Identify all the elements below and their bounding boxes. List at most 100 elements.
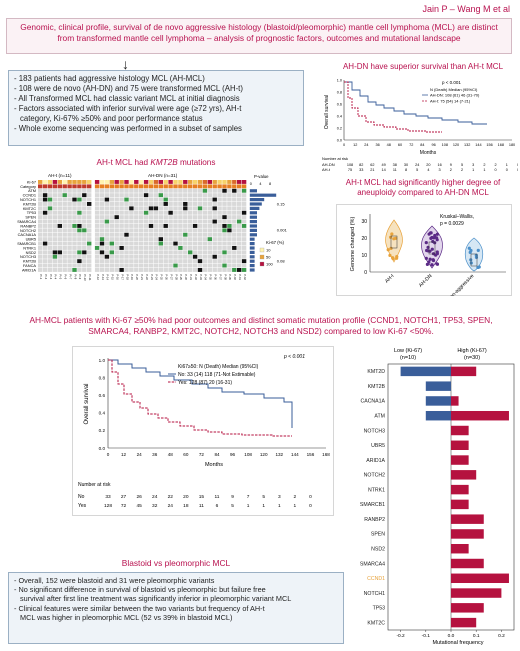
heatmap-cell <box>207 246 212 250</box>
heatmap-cell <box>178 259 183 264</box>
heatmap-cell <box>134 193 139 198</box>
km-top-risk-dn: 49 <box>381 163 385 167</box>
heatmap-cell <box>109 219 114 224</box>
heatmap-cell <box>188 259 193 264</box>
violin-dot <box>469 248 473 253</box>
heatmap-cell <box>124 232 129 237</box>
km-top-risk-dn: 2 <box>495 163 497 167</box>
heatmap-cell <box>114 228 119 233</box>
heatmap-cell <box>212 193 217 198</box>
heatmap-cell <box>143 241 149 246</box>
heatmap-cell <box>173 228 178 233</box>
heatmap-gene-bar <box>249 233 257 237</box>
heatmap-cell <box>94 228 100 233</box>
heatmap-cell <box>202 241 208 246</box>
heatmap-cell <box>67 263 72 268</box>
heatmap-cell <box>134 268 139 272</box>
heatmap-cell <box>47 254 53 259</box>
heatmap-cell <box>52 254 58 259</box>
ki67-title: AH-MCL patients with Ki-67 ≥50% had poor… <box>8 315 514 337</box>
heatmap-cell <box>148 215 154 220</box>
heatmap-cell <box>192 206 198 211</box>
heatmap-cell <box>178 268 183 272</box>
heatmap-cell <box>52 246 58 250</box>
heatmap-row-label: KMT2C <box>23 206 36 211</box>
violin-dot <box>431 239 435 244</box>
km-top-risk-dn: 1 <box>506 163 508 167</box>
heatmap-cell <box>158 232 163 237</box>
heatmap-category-cell <box>67 184 72 189</box>
heatmap-cell <box>207 219 212 224</box>
heatmap-cell <box>148 193 154 198</box>
km-top-risk-t: 0 <box>517 168 518 172</box>
heatmap-row-label: NOTCH1 <box>20 197 36 202</box>
bar-high-ki67 <box>451 543 469 554</box>
summary-box: - 183 patients had aggressive histology … <box>8 70 304 146</box>
km-top-risk-dn-label: AH-DN <box>322 162 335 167</box>
heatmap-cell <box>47 246 53 250</box>
heatmap-cell <box>188 232 193 237</box>
heatmap-cell <box>178 263 183 268</box>
heatmap-cell <box>178 224 183 228</box>
heatmap-cell <box>212 228 217 233</box>
heatmap-cell <box>173 246 178 250</box>
heatmap-cell <box>188 206 193 211</box>
heatmap-patient-id: P-35 <box>209 274 213 280</box>
ki67-title-line1: AH-MCL patients with Ki-67 ≥50% had poor… <box>29 315 493 325</box>
heatmap-cell <box>99 241 105 246</box>
bar-category-label: CCND1 <box>367 576 385 582</box>
km-bottom-risk-title: Number at risk <box>78 482 111 488</box>
heatmap-ki67-cell <box>77 180 82 184</box>
heatmap-cell <box>237 250 242 255</box>
heatmap-cell <box>227 237 232 242</box>
heatmap-cell <box>124 202 129 206</box>
heatmap-cell <box>222 250 227 255</box>
heatmap-cell <box>72 237 77 242</box>
heatmap-cell <box>99 254 105 259</box>
heatmap-cell <box>114 206 119 211</box>
bar-category-label: NOTCH2 <box>364 473 385 479</box>
heatmap-cell <box>109 210 114 215</box>
heatmap-cell <box>192 237 198 242</box>
heatmap-cell <box>227 263 232 268</box>
km-top-risk-t: 1 <box>483 168 485 172</box>
heatmap-patient-id: P-21 <box>140 274 144 280</box>
violin-aht <box>385 219 403 263</box>
heatmap-cell <box>38 197 43 202</box>
heatmap-cell <box>99 215 105 220</box>
heatmap-cell <box>143 237 149 242</box>
km-curve-ki67-no <box>108 359 293 428</box>
heatmap-cell <box>114 268 119 272</box>
heatmap-cell <box>237 206 242 211</box>
heatmap-cell <box>202 215 208 220</box>
heatmap-category-cell <box>42 184 48 189</box>
km-bottom-risk-yes: 128 <box>104 503 112 509</box>
heatmap-cell <box>212 232 217 237</box>
heatmap-cell <box>124 268 129 272</box>
bar-category-label: KMT2B <box>368 384 386 390</box>
summary-item: - Factors associated with inferior survi… <box>14 104 242 113</box>
km-top-risk-t: 2 <box>461 168 463 172</box>
km-top-risk-t: 4 <box>427 168 429 172</box>
heatmap-cell <box>168 206 173 211</box>
heatmap-category-cell <box>192 184 198 189</box>
km-top-xtick: 60 <box>398 143 402 147</box>
heatmap-cell <box>153 263 159 268</box>
heatmap-cell <box>207 241 212 246</box>
km-top-pvalue: p < 0.001 <box>442 80 461 85</box>
km-top-risk-t: 5 <box>416 168 418 172</box>
heatmap-cell <box>134 237 139 242</box>
heatmap-cell <box>134 250 139 255</box>
km-top-xtick: 108 <box>442 143 448 147</box>
heatmap-cell <box>52 202 58 206</box>
heatmap-cell <box>212 188 217 193</box>
bar-high-ki67 <box>451 440 469 451</box>
heatmap-cell <box>217 232 222 237</box>
heatmap-cell <box>183 193 188 198</box>
heatmap-cell <box>139 232 144 237</box>
heatmap-cell <box>114 263 119 268</box>
km-bottom-xtick: 168 <box>322 452 330 457</box>
heatmap-cell <box>124 206 129 211</box>
heatmap-cell <box>72 250 77 255</box>
heatmap-cell <box>241 250 247 255</box>
